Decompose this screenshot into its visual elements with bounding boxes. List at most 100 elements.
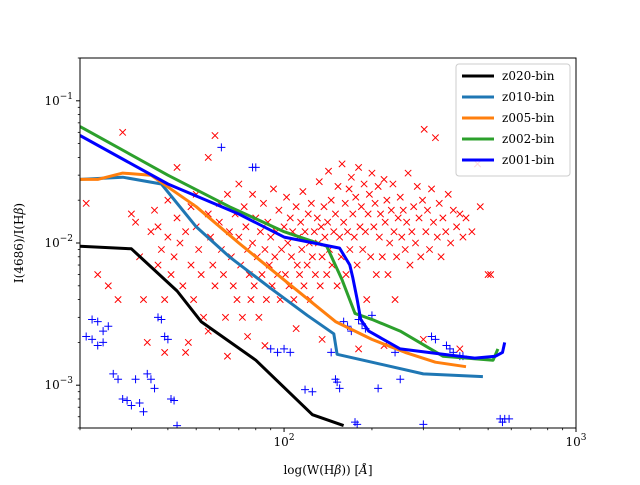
scatter-point-red-x (190, 296, 198, 304)
scatter-point-red-x (157, 245, 165, 254)
legend-label-z020-bin: z020-bin (502, 69, 555, 83)
scatter-point-red-x (372, 270, 380, 279)
scatter-point-blue-plus (139, 407, 148, 416)
scatter-point-red-x (394, 214, 402, 222)
scatter-point-red-x (211, 131, 219, 140)
scatter-point-red-x (346, 245, 354, 254)
scatter-point-red-x (176, 239, 184, 247)
scatter-point-red-x (399, 206, 407, 214)
scatter-point-red-x (393, 253, 401, 261)
scatter-point-blue-plus (82, 332, 91, 341)
scatter-point-red-x (396, 193, 404, 201)
scatter-point-red-x (317, 223, 325, 231)
scatter-point-red-x (311, 270, 319, 279)
scatter-layer (82, 125, 514, 428)
scatter-point-red-x (320, 203, 328, 211)
scatter-point-blue-plus (173, 421, 182, 428)
scatter-point-red-x (147, 228, 155, 236)
scatter-point-red-x (211, 282, 219, 290)
scatter-point-blue-plus (93, 317, 102, 326)
scatter-point-red-x (439, 214, 447, 222)
scatter-point-red-x (484, 270, 492, 279)
scatter-point-red-x (221, 313, 230, 321)
scatter-point-red-x (334, 182, 342, 190)
scatter-point-red-x (154, 261, 162, 269)
scatter-point-red-x (324, 218, 332, 226)
x-axis-label-greek: β (333, 463, 341, 477)
scatter-point-red-x (384, 270, 392, 279)
scatter-point-red-x (200, 313, 208, 321)
scatter-point-red-x (233, 296, 241, 304)
y-tick-label: 10−2 (44, 234, 73, 250)
scatter-point-red-x (429, 218, 438, 226)
scatter-point-red-x (267, 233, 275, 241)
scatter-point-blue-plus (419, 420, 428, 428)
scatter-point-red-x (284, 239, 292, 247)
scatter-point-red-x (167, 270, 175, 279)
scatter-point-blue-plus (157, 315, 166, 324)
scatter-point-red-x (324, 167, 333, 175)
scatter-point-red-x (250, 282, 258, 290)
scatter-point-blue-plus (88, 335, 97, 344)
scatter-point-red-x (204, 153, 212, 161)
scatter-point-red-x (411, 239, 420, 247)
scatter-point-red-x (476, 203, 484, 211)
scatter-point-red-x (355, 345, 363, 353)
legend-box (455, 63, 571, 177)
scatter-point-red-x (287, 253, 295, 261)
scatter-point-red-x (418, 196, 427, 204)
scatter-point-blue-plus (445, 344, 454, 353)
scatter-point-red-x (350, 233, 358, 241)
scatter-point-red-x (437, 253, 445, 261)
scatter-point-blue-plus (163, 335, 172, 344)
scatter-point-blue-plus (143, 369, 152, 378)
scatter-point-red-x (365, 190, 373, 198)
scatter-point-red-x (258, 270, 266, 279)
scatter-point-red-x (456, 210, 464, 218)
scatter-point-red-x (261, 245, 269, 254)
scatter-point-red-x (338, 160, 346, 168)
scatter-point-red-x (280, 223, 288, 231)
series-line-z010-bin (80, 175, 483, 379)
scatter-point-red-x (386, 239, 394, 247)
scatter-point-blue-plus (327, 348, 336, 357)
scatter-point-red-x (132, 218, 140, 226)
scatter-point-red-x (307, 199, 315, 207)
scatter-point-blue-plus (127, 401, 136, 410)
scatter-point-red-x (315, 178, 323, 186)
scatter-point-red-x (161, 348, 169, 356)
scatter-point-red-x (259, 199, 268, 207)
scatter-point-red-x (364, 210, 372, 218)
scatter-point-red-x (223, 190, 232, 198)
scatter-point-red-x (401, 245, 409, 254)
scatter-point-red-x (313, 214, 321, 222)
scatter-point-red-x (435, 199, 443, 207)
scatter-point-red-x (139, 296, 148, 304)
scatter-point-red-x (391, 296, 399, 304)
scatter-point-blue-plus (146, 375, 155, 384)
scatter-point-red-x (367, 253, 375, 261)
scatter-point-red-x (164, 233, 172, 241)
scatter-point-red-x (357, 203, 365, 211)
scatter-point-red-x (244, 332, 252, 341)
scatter-point-red-x (240, 203, 248, 211)
legend-label-z002-bin: z002-bin (502, 132, 555, 146)
scatter-point-red-x (187, 261, 195, 269)
scatter-point-red-x (398, 233, 406, 241)
scatter-point-red-x (361, 228, 369, 236)
scatter-point-red-x (321, 233, 329, 241)
y-axis-label: I(4686)/I(Hβ) (12, 203, 26, 283)
legend-label-z005-bin: z005-bin (502, 111, 555, 125)
lines-layer (80, 125, 507, 428)
scatter-point-red-x (378, 253, 386, 261)
scatter-point-red-x (376, 210, 385, 218)
scatter-point-red-x (292, 203, 300, 211)
scatter-point-blue-plus (301, 385, 310, 394)
scatter-point-red-x (298, 245, 306, 254)
scatter-point-blue-plus (135, 398, 144, 407)
scatter-point-blue-plus (217, 143, 226, 152)
scatter-point-red-x (277, 245, 286, 254)
scatter-point-red-x (164, 196, 172, 204)
scatter-point-red-x (387, 206, 395, 214)
